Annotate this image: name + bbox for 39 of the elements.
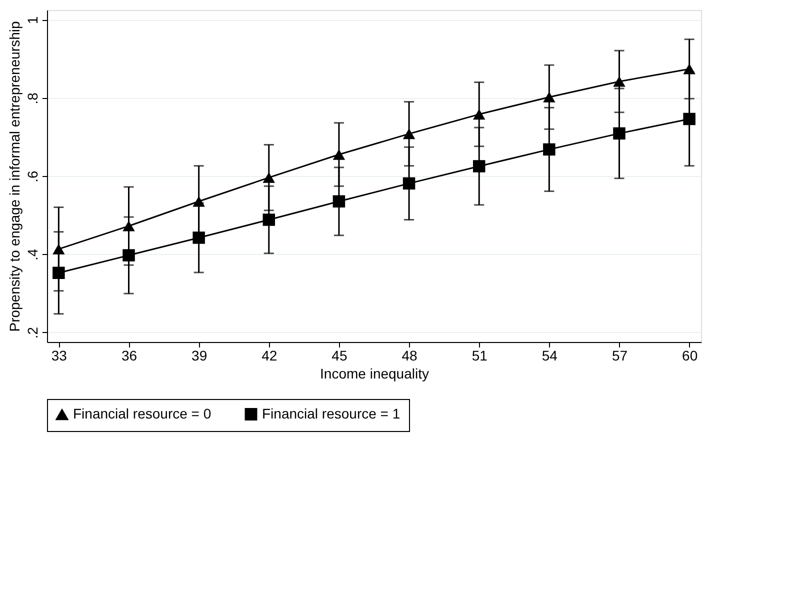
x-axis-title: Income inequality	[320, 366, 429, 382]
point	[683, 64, 696, 74]
x-tick-label: 54	[542, 348, 558, 364]
point	[262, 214, 276, 226]
x-tick-label: 39	[192, 348, 208, 364]
y-axis-title: Propensity to engage in informal entrepreneurship	[6, 21, 22, 332]
x-tick-label: 42	[262, 348, 278, 364]
x-tick-label: 48	[402, 348, 418, 364]
point	[52, 266, 65, 279]
y-tick-label: .6	[24, 170, 40, 182]
point	[472, 160, 486, 172]
x-tick-label: 51	[472, 348, 488, 364]
x-tick-label: 33	[51, 348, 68, 364]
point	[192, 232, 205, 244]
x-tick-label: 36	[121, 348, 138, 364]
point	[122, 220, 135, 232]
y-tick-label: .2	[24, 326, 40, 339]
point	[472, 108, 486, 120]
point	[332, 149, 346, 160]
point	[613, 76, 626, 87]
y-tick-label: .8	[24, 92, 40, 104]
legend-label: Financial resource = 0	[73, 406, 212, 422]
point	[543, 92, 556, 102]
point	[402, 177, 416, 190]
point	[402, 128, 416, 140]
point	[543, 143, 556, 156]
point	[52, 244, 65, 254]
x-tick-label: 57	[612, 348, 628, 364]
point	[332, 195, 346, 208]
legend-label: Financial resource = 1	[262, 405, 400, 422]
point	[683, 112, 696, 126]
x-tick-label: 45	[332, 348, 348, 364]
point	[192, 196, 205, 207]
point	[613, 127, 626, 140]
point	[122, 249, 135, 262]
y-tick-label: 1	[24, 16, 40, 24]
x-tick-label: 60	[682, 348, 698, 364]
point	[262, 172, 276, 183]
y-tick-label: .4	[24, 248, 40, 260]
